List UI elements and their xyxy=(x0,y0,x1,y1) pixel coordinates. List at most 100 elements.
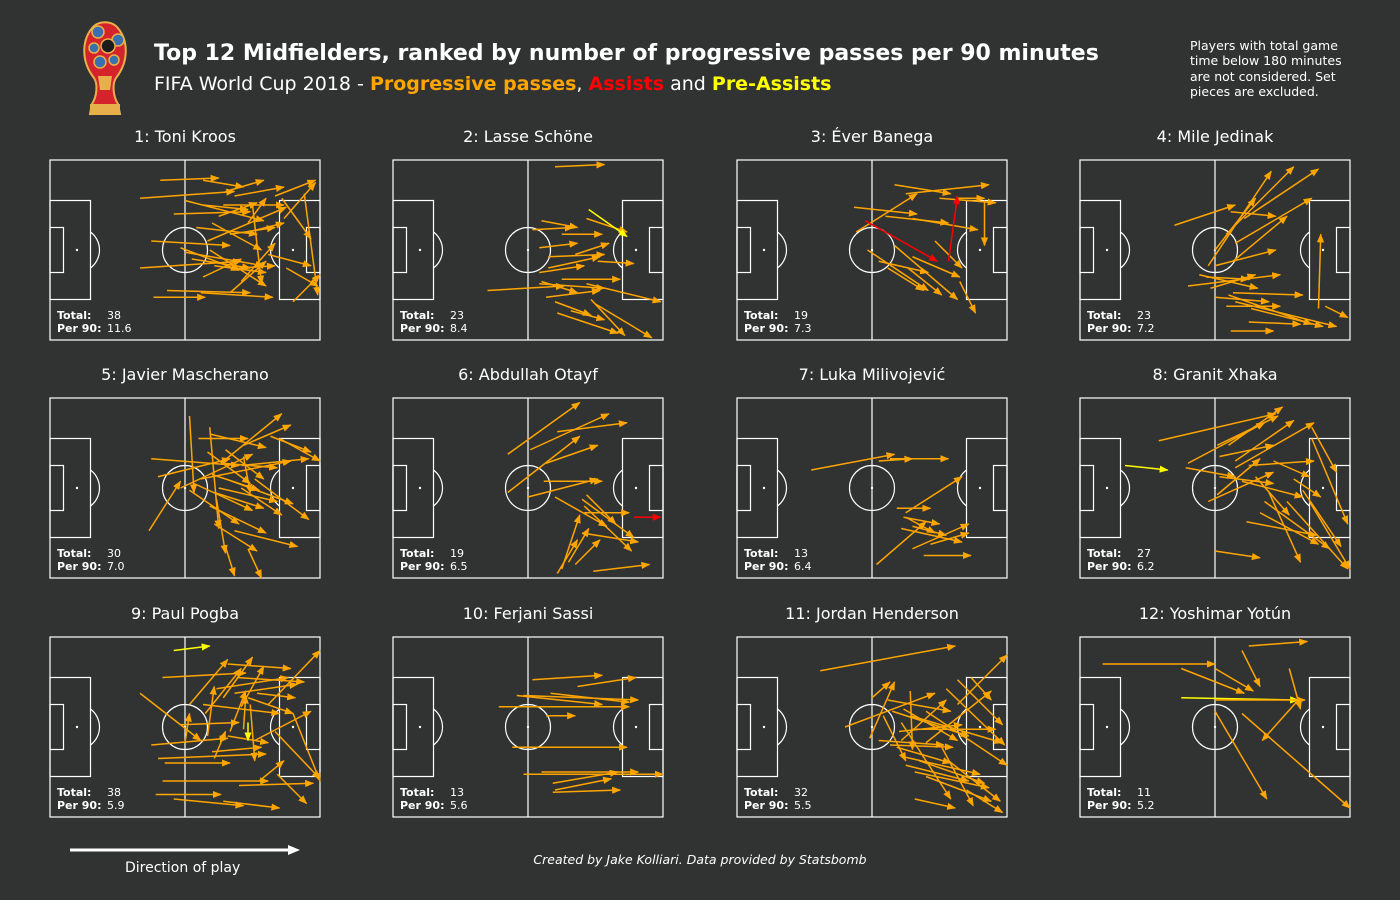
total-label: Total: xyxy=(1087,547,1121,560)
progressive-pass-arrow xyxy=(539,283,606,292)
pitch-panel-7: 7: Luka Milivojević Total: 13 Per 90: 6.4 xyxy=(736,365,1008,579)
progressive-pass-arrow xyxy=(1261,699,1299,742)
per90-label: Per 90: xyxy=(744,560,788,573)
progressive-pass-arrow xyxy=(541,220,579,230)
right-penalty-spot xyxy=(291,486,295,490)
progressive-pass-arrow xyxy=(209,433,267,450)
progressive-pass-arrow xyxy=(258,760,285,782)
total-value: 30 xyxy=(107,547,121,560)
right-penalty-area xyxy=(278,676,321,778)
player-title: 4: Mile Jedinak xyxy=(1157,127,1274,146)
centre-spot xyxy=(526,486,530,490)
progressive-pass-arrow xyxy=(1158,412,1277,442)
right-penalty-area xyxy=(1308,199,1351,301)
assist-arrow xyxy=(947,195,960,262)
progressive-pass-arrow xyxy=(907,267,943,296)
total-value: 19 xyxy=(794,309,808,322)
total-value: 38 xyxy=(107,309,121,322)
player-title: 8: Granit Xhaka xyxy=(1152,365,1277,384)
left-penalty-arc xyxy=(90,708,101,746)
progressive-pass-arrow xyxy=(216,675,290,690)
progressive-pass-arrow xyxy=(247,197,267,224)
progressive-pass-arrow xyxy=(900,722,952,800)
centre-spot xyxy=(870,725,874,729)
progressive-pass-arrow xyxy=(554,496,608,527)
player-title: 6: Abdullah Otayf xyxy=(458,365,598,384)
progressive-pass-arrow xyxy=(218,487,279,504)
progressive-pass-arrow xyxy=(241,455,310,467)
subtitle-assists: Assists xyxy=(588,73,665,95)
centre-circle xyxy=(161,226,209,274)
total-label: Total: xyxy=(400,309,434,322)
centre-spot xyxy=(526,725,530,729)
right-penalty-arc xyxy=(956,469,967,507)
progressive-pass-arrow xyxy=(539,240,579,249)
left-six-yard-box xyxy=(392,464,408,512)
right-penalty-spot xyxy=(978,725,982,729)
progressive-pass-arrow xyxy=(1230,211,1277,220)
progressive-pass-arrow xyxy=(292,274,321,303)
right-six-yard-box xyxy=(1335,226,1351,274)
right-penalty-area xyxy=(1308,676,1351,778)
progressive-pass-arrow xyxy=(914,798,957,810)
progressive-pass-arrow xyxy=(292,713,321,782)
progressive-pass-arrow xyxy=(871,681,891,699)
centre-spot xyxy=(870,248,874,252)
progressive-pass-arrow xyxy=(567,527,590,563)
progressive-pass-arrow xyxy=(202,703,281,717)
progressive-pass-arrow xyxy=(925,775,993,802)
right-penalty-arc xyxy=(1299,708,1310,746)
per90-value: 5.5 xyxy=(794,799,812,812)
right-six-yard-box xyxy=(648,226,664,274)
progressive-pass-arrow xyxy=(1234,422,1315,469)
progressive-pass-arrow xyxy=(934,240,963,269)
player-title: 10: Ferjani Sassi xyxy=(463,604,594,623)
centre-spot xyxy=(1213,725,1217,729)
left-penalty-spot xyxy=(418,248,422,252)
progressive-pass-arrow xyxy=(223,800,281,811)
progressive-pass-arrow xyxy=(887,699,952,714)
left-penalty-spot xyxy=(762,248,766,252)
progressive-pass-arrow xyxy=(225,179,265,193)
left-penalty-spot xyxy=(762,486,766,490)
progressive-pass-arrow xyxy=(243,424,292,446)
chart-subtitle: FIFA World Cup 2018 - Progressive passes… xyxy=(154,73,832,95)
progressive-pass-arrow xyxy=(811,452,896,471)
total-label: Total: xyxy=(400,786,434,799)
player-title: 1: Toni Kroos xyxy=(134,127,236,146)
right-penalty-spot xyxy=(978,248,982,252)
left-penalty-spot xyxy=(75,725,79,729)
progressive-pass-arrow xyxy=(1254,476,1290,516)
progressive-pass-arrow xyxy=(853,206,918,217)
per90-label: Per 90: xyxy=(400,560,444,573)
subtitle-pre-assists: Pre-Assists xyxy=(711,73,832,95)
left-penalty-arc xyxy=(777,469,788,507)
progressive-pass-arrow xyxy=(285,267,319,287)
left-six-yard-box xyxy=(1079,464,1095,512)
progressive-pass-arrow xyxy=(202,258,243,278)
progressive-pass-arrow xyxy=(903,516,941,527)
left-six-yard-box xyxy=(49,464,65,512)
right-penalty-spot xyxy=(1321,725,1325,729)
total-label: Total: xyxy=(57,547,91,560)
left-penalty-area xyxy=(736,676,779,778)
right-penalty-arc xyxy=(612,708,623,746)
pitch-panel-8: 8: Granit Xhaka Total: 27 Per 90: 6.2 xyxy=(1079,365,1351,579)
right-six-yard-box xyxy=(1335,464,1351,512)
progressive-pass-arrow xyxy=(162,669,247,679)
pitch-panel-9: 9: Paul Pogba Total: 38 Per 90: 5.9 xyxy=(49,604,321,818)
progressive-pass-arrow xyxy=(1187,272,1282,287)
progressive-pass-arrow xyxy=(1250,307,1324,329)
right-penalty-spot xyxy=(291,725,295,729)
progressive-pass-arrow xyxy=(905,476,963,514)
pitch-panel-3: 3: Éver Banega Total: 19 Per 90: 7.3 xyxy=(736,127,1008,341)
progressive-pass-arrow xyxy=(905,182,990,195)
progressive-pass-arrow xyxy=(1324,305,1349,319)
progressive-pass-arrow xyxy=(180,247,240,271)
progressive-pass-arrow xyxy=(200,292,274,301)
progressive-pass-arrow xyxy=(1286,500,1349,570)
progressive-pass-arrow xyxy=(1241,712,1351,809)
player-title: 5: Javier Mascherano xyxy=(101,365,269,384)
total-label: Total: xyxy=(57,309,91,322)
total-value: 11 xyxy=(1137,786,1151,799)
